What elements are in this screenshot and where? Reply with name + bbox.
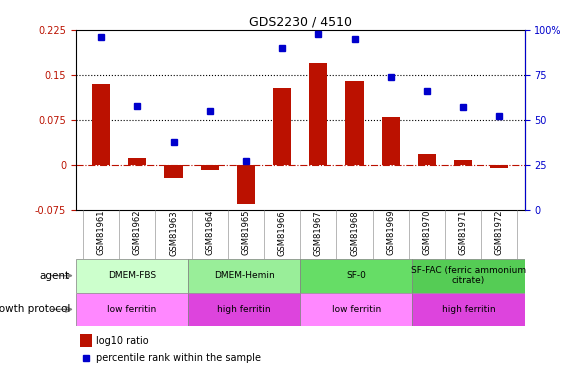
Text: high ferritin: high ferritin (442, 305, 496, 314)
Text: log10 ratio: log10 ratio (96, 336, 149, 345)
Text: GSM81970: GSM81970 (423, 210, 431, 255)
Bar (382, 117, 400, 165)
Text: GSM81969: GSM81969 (387, 210, 395, 255)
Bar (300, 292, 412, 326)
Text: GSM81967: GSM81967 (314, 210, 323, 256)
Text: low ferritin: low ferritin (332, 305, 381, 314)
Title: GDS2230 / 4510: GDS2230 / 4510 (249, 16, 352, 29)
Bar (76, 292, 188, 326)
Text: DMEM-FBS: DMEM-FBS (108, 271, 156, 280)
Text: high ferritin: high ferritin (217, 305, 271, 314)
Text: SF-0: SF-0 (346, 271, 366, 280)
Text: GSM81963: GSM81963 (169, 210, 178, 256)
Text: GSM81962: GSM81962 (133, 210, 142, 255)
Text: GSM81971: GSM81971 (459, 210, 468, 255)
Bar (413, 259, 525, 292)
Bar (310, 63, 328, 165)
Text: SF-FAC (ferric ammonium
citrate): SF-FAC (ferric ammonium citrate) (411, 266, 526, 285)
Bar (413, 292, 525, 326)
Bar (128, 158, 146, 165)
Bar (237, 165, 255, 204)
Text: percentile rank within the sample: percentile rank within the sample (96, 353, 261, 363)
Bar (201, 165, 219, 170)
Bar (454, 160, 472, 165)
Text: GSM81972: GSM81972 (495, 210, 504, 255)
Bar (346, 81, 364, 165)
Bar (188, 259, 300, 292)
Text: GSM81961: GSM81961 (97, 210, 106, 255)
Bar (76, 259, 188, 292)
Bar (300, 259, 412, 292)
Text: GSM81968: GSM81968 (350, 210, 359, 256)
Text: GSM81964: GSM81964 (205, 210, 214, 255)
Bar (418, 154, 436, 165)
Bar (164, 165, 182, 178)
Text: growth protocol: growth protocol (0, 304, 70, 314)
Text: DMEM-Hemin: DMEM-Hemin (214, 271, 275, 280)
Bar (273, 88, 291, 165)
Bar (490, 165, 508, 168)
Bar (92, 84, 110, 165)
Text: GSM81966: GSM81966 (278, 210, 287, 256)
Bar (188, 292, 300, 326)
Text: agent: agent (40, 271, 70, 280)
Bar (80, 334, 92, 347)
Text: GSM81965: GSM81965 (241, 210, 251, 255)
Text: low ferritin: low ferritin (107, 305, 156, 314)
